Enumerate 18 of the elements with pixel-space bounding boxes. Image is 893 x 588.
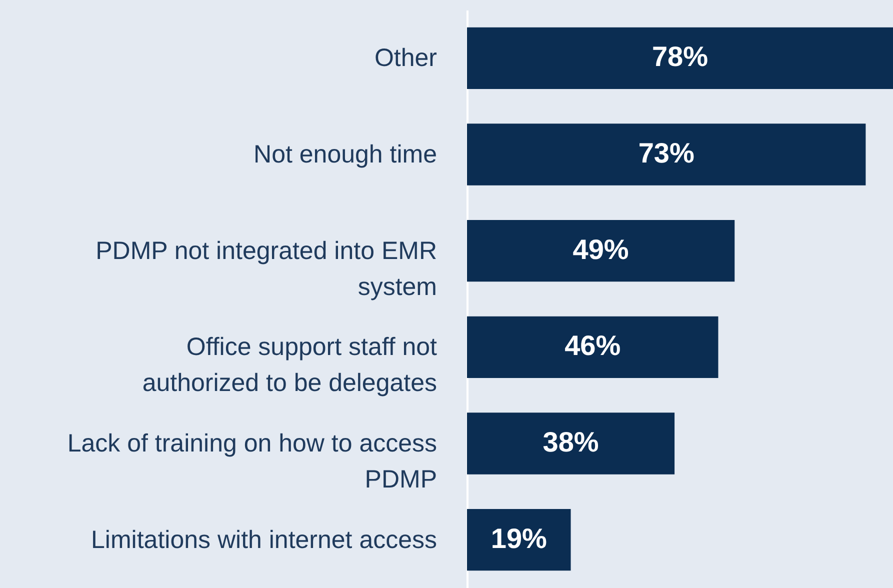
y-tick-label: Lack of training on how to access PDMP — [67, 430, 437, 494]
bar — [467, 412, 675, 474]
data-label: 73% — [638, 138, 694, 168]
data-label: 78% — [652, 41, 708, 72]
bar — [467, 220, 735, 282]
bar — [467, 27, 893, 89]
y-tick-label: PDMP not integrated into EMR system — [96, 236, 437, 301]
data-label: 49% — [572, 234, 629, 265]
y-tick-label: Office support staff not authorized to be delegates — [142, 333, 438, 398]
y-tick-label: Not enough time — [254, 140, 437, 168]
data-label: 38% — [542, 426, 599, 458]
bar — [467, 316, 718, 378]
data-label: 19% — [490, 522, 548, 554]
data-label: 46% — [564, 330, 621, 362]
bar — [467, 124, 866, 186]
y-tick-label: Limitations with internet access — [91, 526, 437, 554]
bar — [467, 509, 571, 571]
y-tick-label: Other — [374, 44, 437, 72]
